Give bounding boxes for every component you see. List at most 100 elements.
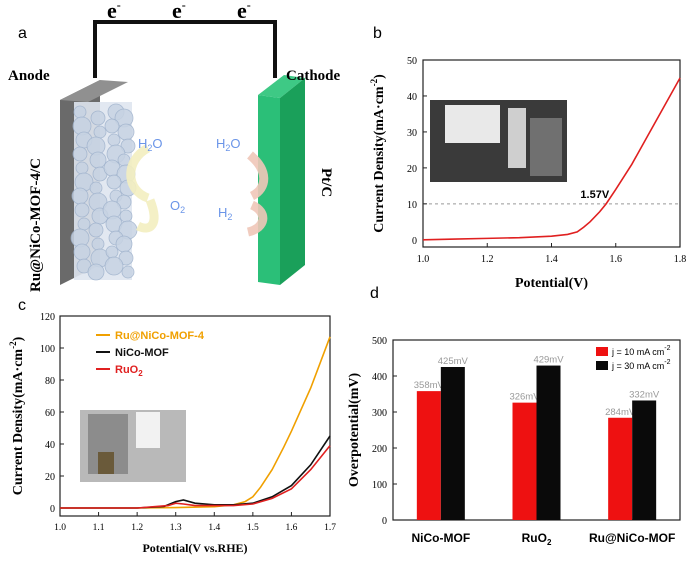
anode-top-face: [60, 80, 128, 102]
x-tick-label-b: 1.6: [610, 254, 623, 265]
legend-swatch-d: [596, 361, 608, 370]
legend-label-c: Ru@NiCo-MOF-4: [115, 330, 205, 342]
catalyst-particle: [71, 187, 89, 205]
panel-b: b 1.57V 1.0 1.2 1.4 1.6 1.8 0 10 20 30 40 50 Poten…: [369, 25, 686, 291]
plot-frame-c: [59, 315, 331, 517]
y-tick-label-d: 300: [372, 408, 387, 419]
legend-label-c: RuO2: [115, 364, 143, 378]
inset-photo-detail: [98, 452, 114, 474]
panel-letter-b: b: [373, 25, 382, 42]
catalyst-particle: [75, 161, 89, 175]
y-tick-label-c: 40: [45, 440, 55, 451]
panel-d: d 0 100 200 300 400 500 Overpotential(mV) 358…: [347, 285, 681, 547]
y-tick-label-b: 50: [407, 56, 417, 67]
catalyst-particle: [74, 202, 90, 218]
panel-a: a e- e- e- Anode Ru@NiCo-MOF-4/C Cathode…: [8, 0, 341, 292]
electron-label: e-: [172, 0, 186, 23]
species-h2o-anode: H2O: [138, 136, 163, 153]
cathode-reaction-arrow: [246, 151, 269, 201]
inset-photo-vessel: [530, 118, 562, 176]
external-circuit-wire: [93, 20, 277, 78]
x-tick-label-c: 1.5: [247, 523, 259, 533]
anode-label: Anode: [8, 68, 50, 84]
catalyst-particle: [89, 151, 107, 169]
cathode-top-face: [258, 75, 305, 98]
x-tick-label-c: 1.4: [208, 523, 220, 533]
x-tick-label-c: 1.2: [131, 523, 143, 533]
y-tick-label-b: 40: [407, 92, 417, 103]
electron-label: e-: [237, 0, 251, 23]
y-tick-label-d: 100: [372, 480, 387, 491]
x-axis-label-b: Potential(V): [515, 276, 588, 291]
catalyst-particle: [120, 138, 136, 154]
y-tick-label-d: 200: [372, 444, 387, 455]
catalyst-particle: [106, 174, 122, 190]
species-h2o-cathode: H2O: [216, 136, 241, 153]
series-line-b: [422, 77, 681, 241]
catalyst-particle: [91, 237, 105, 251]
series-line-c: [60, 445, 331, 509]
bar-value-label: 429mV: [533, 355, 564, 366]
catalyst-particle: [93, 125, 107, 139]
y-axis-label-b: Current Density(mA·cm-2): [369, 74, 387, 233]
anode-reaction-arrow: [126, 144, 151, 203]
y-tick-label-c: 20: [45, 472, 55, 483]
catalyst-particle: [89, 181, 103, 195]
category-label-d: NiCo-MOF: [412, 531, 471, 545]
bar-j10: [608, 417, 633, 520]
bar-j30: [536, 365, 561, 520]
y-tick-label-c: 120: [40, 312, 55, 323]
bar-j10: [416, 391, 441, 520]
bar-value-label: 332mV: [629, 389, 660, 400]
x-tick-label-b: 1.0: [417, 254, 430, 265]
bar-value-label: 358mV: [414, 380, 445, 391]
anode-reaction-arrow: [135, 198, 159, 233]
legend-c: Ru@NiCo-MOF-4 NiCo-MOF RuO2: [96, 330, 205, 378]
catalyst-particle: [104, 118, 120, 134]
category-label-d: RuO2: [522, 531, 552, 547]
y-tick-label-b: 10: [407, 200, 417, 211]
x-tick-label-c: 1.6: [285, 523, 297, 533]
species-h2: H2: [218, 205, 232, 222]
y-axis-label-d: Overpotential(mV): [347, 373, 362, 488]
x-tick-label-b: 1.2: [481, 254, 494, 265]
catalyst-particle: [73, 105, 87, 119]
inset-photo-electrode: [508, 108, 526, 168]
bar-j30: [440, 367, 465, 520]
catalyst-particle: [72, 146, 88, 162]
catalyst-particle: [77, 217, 91, 231]
x-tick-label-c: 1.0: [54, 523, 66, 533]
catalyst-particle: [116, 194, 132, 210]
x-tick-label-b: 1.4: [545, 254, 558, 265]
series-line-c: [60, 336, 331, 509]
inset-photo-electrode: [136, 412, 160, 448]
legend-d: j = 10 mA cm-2 j = 30 mA cm-2: [596, 345, 671, 371]
cathode-material-label: Pt/C: [318, 168, 334, 197]
x-tick-label-c: 1.3: [170, 523, 182, 533]
catalyst-particle: [107, 133, 121, 147]
y-axis-label-c: Current Density(mA·cm-2): [8, 336, 26, 495]
legend-swatch-d: [596, 347, 608, 356]
cathode-side-face: [280, 78, 305, 285]
bar-value-label: 284mV: [605, 407, 636, 418]
panel-letter-d: d: [370, 285, 379, 302]
legend-label-c: NiCo-MOF: [115, 347, 169, 359]
y-tick-label-c: 80: [45, 376, 55, 387]
catalyst-particle: [119, 209, 133, 223]
catalyst-particle: [105, 245, 119, 259]
inset-photo-b: [430, 100, 567, 182]
y-tick-label-b: 0: [412, 236, 417, 247]
onset-annotation: 1.57V: [580, 189, 609, 201]
catalyst-particle: [73, 243, 91, 261]
cathode-reaction-arrow: [246, 200, 268, 237]
panel-c: c 1.0 1.1 1.2 1.3 1.4 1.5 1.6 1.7 0 20 40 60 80 100 12…: [8, 297, 336, 555]
catalyst-particle: [104, 256, 124, 276]
catalyst-particle: [117, 123, 135, 141]
y-tick-label-c: 0: [50, 504, 55, 515]
species-o2: O2: [170, 198, 185, 215]
catalyst-particle: [90, 110, 106, 126]
category-label-d: Ru@NiCo-MOF: [589, 531, 675, 545]
cathode-label: Cathode: [286, 68, 341, 84]
y-tick-label-c: 60: [45, 408, 55, 419]
